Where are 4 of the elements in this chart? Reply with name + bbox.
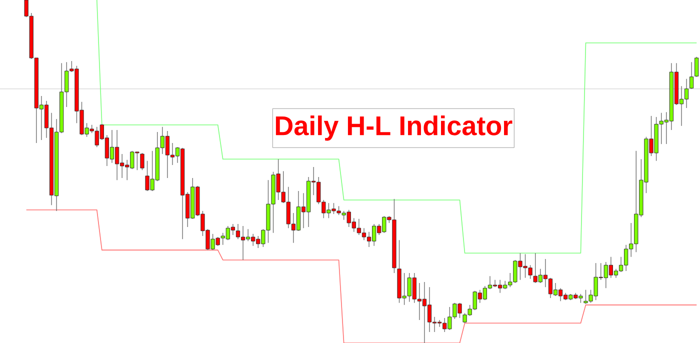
text: Daily H-L Indicator: [276, 115, 512, 141]
candlestick: [690, 62, 694, 89]
candlestick: [694, 56, 699, 77]
candlestick: [140, 152, 144, 170]
